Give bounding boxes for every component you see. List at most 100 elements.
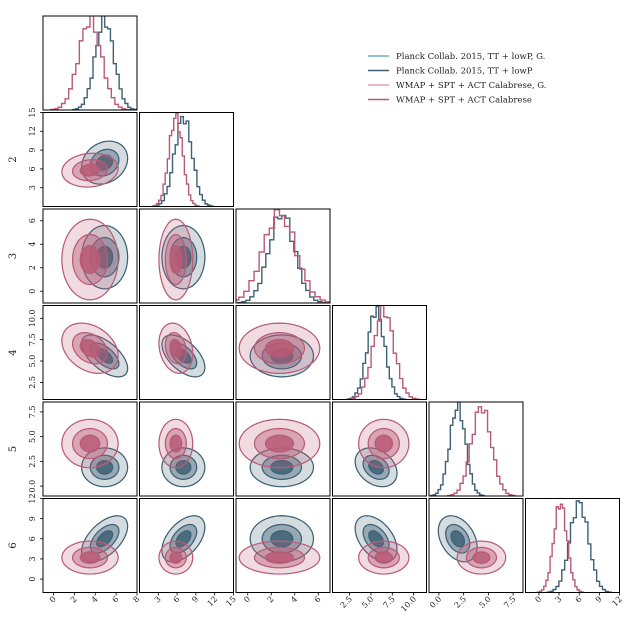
contour-wmap-spt-act-calabrese-3-4-level3	[264, 338, 295, 358]
y-tick-label: 12	[28, 493, 37, 503]
panel-frame	[235, 305, 331, 400]
x-tick-label: 5.0	[477, 595, 492, 610]
y-tick-label: 2.5	[28, 455, 37, 468]
panel-6-4: 2.55.07.510.04	[332, 498, 427, 614]
y-tick-label: 2.5	[28, 376, 37, 389]
y-tick-label: 4	[28, 242, 37, 247]
panel-frame	[42, 305, 138, 400]
panel-frame	[139, 498, 234, 593]
x-tick-label: 10.0	[399, 595, 418, 614]
contour-wmap-spt-act-calabrese-4-6-level3	[374, 551, 394, 564]
contour-wmap-spt-act-calabrese-2-4-level3	[169, 338, 183, 358]
panel-frame	[332, 401, 427, 497]
contour-wmap-spt-act-calabrese-5-6-level3	[472, 551, 491, 564]
histogram-wmap-spt-act-calabrese-var1	[50, 16, 130, 110]
panel-frame	[42, 498, 138, 593]
panel-frame	[139, 305, 234, 400]
contour-wmap-spt-act-calabrese-1-2-level3	[79, 163, 101, 177]
histogram-wmap-spt-act-calabrese-var2	[151, 112, 200, 207]
contour-planck-collab-2015-tt-lowp-3-6-level3	[270, 530, 294, 548]
x-tick-label: 3	[153, 595, 163, 605]
legend-label: Planck Collab. 2015, TT + lowP, G.	[396, 52, 545, 62]
legend-label: WMAP + SPT + ACT Calabrese	[396, 96, 532, 106]
histogram-planck-collab-2015-tt-lowp-var2	[152, 115, 214, 207]
panel-4-1: 2.5 5.0 7.5 10.0 4	[8, 305, 138, 400]
contour-wmap-spt-act-calabrese-1-5-level3	[79, 434, 101, 453]
x-tick-label: 6	[111, 595, 121, 605]
y-tick-label: 10.0	[28, 309, 37, 327]
x-tick-label: 4	[90, 595, 100, 605]
panel-frame	[235, 401, 331, 497]
panel-frame	[332, 305, 427, 400]
histogram-planck-collab-2015-tt-lowp-var3	[237, 214, 327, 303]
panel-5-2	[139, 401, 234, 497]
y-tick-label: 0.0	[28, 480, 37, 493]
contour-wmap-spt-act-calabrese-4-5-level3	[374, 434, 394, 453]
x-tick-label: 2.5	[453, 595, 468, 610]
x-tick-label: 7.5	[502, 595, 517, 610]
histogram-wmap-spt-act-calabrese-var3	[236, 209, 330, 303]
panel-grid: 36912152024632.55.07.510.040.02.55.07.55…	[8, 15, 624, 614]
contour-planck-collab-2015-tt-lowp-5-6-level3	[450, 530, 466, 548]
y-axis-label-6: 6	[8, 542, 19, 548]
x-tick-label: 6	[313, 595, 323, 605]
x-tick-label: 8	[131, 595, 141, 605]
panel-5-1: 0.0 2.5 5.0 7.5 5	[8, 401, 138, 497]
legend-item-1: Planck Collab. 2015, TT + lowP, G.	[368, 52, 545, 62]
x-tick-label: 9	[594, 595, 604, 605]
contour-wmap-spt-act-calabrese-2-5-level3	[169, 434, 183, 453]
panel-frame	[139, 208, 234, 304]
panel-frame	[235, 208, 331, 304]
y-tick-label: 6	[28, 536, 37, 541]
x-tick-label: 9	[190, 595, 200, 605]
x-tick-label: 6	[574, 595, 584, 605]
panel-5-3	[235, 401, 331, 497]
panel-frame	[42, 401, 138, 497]
contour-wmap-spt-act-calabrese-2-6-level3	[169, 551, 183, 564]
x-tick-label: 3	[554, 595, 564, 605]
legend-item-4: WMAP + SPT + ACT Calabrese	[368, 96, 532, 106]
panel-frame	[428, 401, 524, 497]
legend-label: Planck Collab. 2015, TT + lowP	[396, 67, 533, 77]
histogram-wmap-spt-act-calabrese-var6	[536, 503, 584, 593]
contour-wmap-spt-act-calabrese-1-4-level3	[79, 338, 101, 358]
panel-frame	[42, 15, 138, 111]
histogram-wmap-spt-act-calabrese-var5	[447, 406, 516, 496]
panel-5-5	[428, 401, 524, 497]
panel-3-2	[139, 208, 234, 304]
legend-item-3: WMAP + SPT + ACT Calabrese, G.	[368, 81, 546, 91]
x-tick-label: 15	[224, 595, 238, 609]
y-axis-label-3: 3	[8, 253, 19, 259]
legend: Planck Collab. 2015, TT + lowP, G. Planck…	[368, 52, 546, 106]
x-tick-label: 12	[610, 595, 624, 609]
panel-4-4	[332, 305, 427, 400]
panel-6-1: 0246810369126	[8, 493, 141, 605]
contour-planck-collab-2015-tt-lowp-2-6-level3	[175, 530, 192, 548]
histogram-planck-collab-2015-tt-lowp-var1	[71, 16, 137, 110]
panel-3-3	[235, 208, 331, 304]
x-tick-label: 7.5	[381, 595, 396, 610]
panel-frame	[139, 401, 234, 497]
legend-item-2: Planck Collab. 2015, TT + lowP	[368, 67, 533, 77]
panel-frame	[139, 112, 234, 207]
y-tick-label: 3	[28, 185, 37, 190]
legend-label: WMAP + SPT + ACT Calabrese, G.	[396, 81, 546, 91]
x-tick-label: 5.0	[360, 595, 375, 610]
contour-wmap-spt-act-calabrese-2-3-level3	[169, 244, 183, 275]
y-tick-label: 6	[28, 218, 37, 223]
panel-frame	[42, 208, 138, 304]
contour-wmap-spt-act-calabrese-3-5-level3	[264, 434, 295, 453]
panel-frame	[332, 498, 427, 593]
x-tick-label: 0	[48, 595, 58, 605]
panel-2-2	[139, 112, 234, 207]
x-tick-label: 0.0	[428, 595, 443, 610]
panel-6-5: 0.02.55.07.55	[428, 498, 524, 610]
y-axis-label-2: 2	[8, 156, 19, 162]
y-tick-label: 7.5	[28, 406, 37, 419]
y-tick-label: 12	[28, 126, 37, 136]
x-tick-label: 2.5	[339, 595, 354, 610]
histogram-wmap-spt-act-calabrese-var4	[348, 305, 420, 400]
x-tick-label: 6	[172, 595, 182, 605]
